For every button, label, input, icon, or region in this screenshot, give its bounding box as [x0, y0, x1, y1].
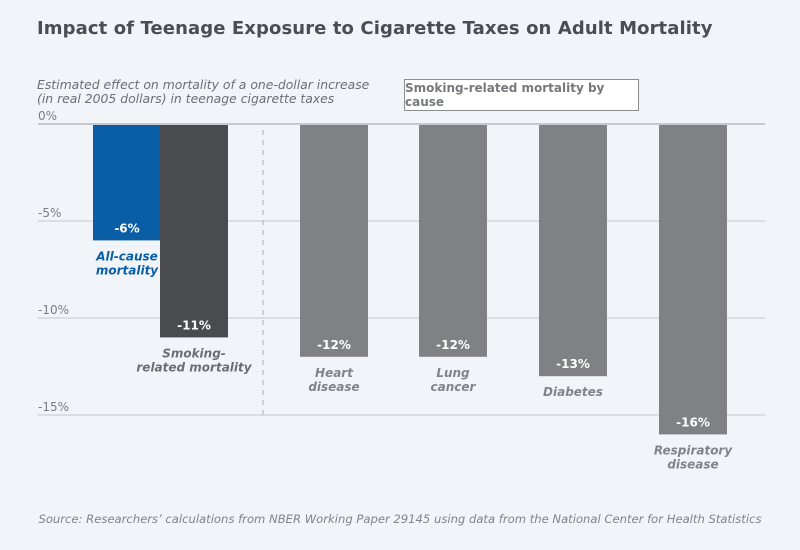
- bar: [539, 125, 607, 377]
- category-label: Lung: [436, 366, 470, 380]
- bar: [93, 125, 161, 241]
- y-tick-label: -5%: [38, 206, 61, 220]
- bar: [300, 125, 368, 357]
- y-tick-label: -15%: [38, 400, 69, 414]
- category-label: disease: [667, 457, 718, 471]
- group-legend-box: Smoking-related mortality by cause: [404, 79, 639, 111]
- category-label: disease: [308, 380, 359, 394]
- bar: [659, 125, 727, 435]
- y-axis-label: Estimated effect on mortality of a one-d…: [37, 78, 369, 106]
- category-label: related mortality: [136, 360, 252, 374]
- bar-value-label: -6%: [114, 221, 139, 235]
- category-label: Heart: [315, 366, 354, 380]
- bar-value-label: -12%: [317, 338, 351, 352]
- bar: [160, 125, 228, 338]
- category-label: Respiratory: [654, 443, 734, 457]
- bar: [419, 125, 487, 357]
- y-axis-label-line-2: (in real 2005 dollars) in teenage cigare…: [37, 91, 335, 106]
- bar-value-label: -13%: [556, 357, 590, 371]
- bar-value-label: -12%: [436, 338, 470, 352]
- chart-title: Impact of Teenage Exposure to Cigarette …: [37, 18, 713, 39]
- y-tick-label: 0%: [38, 109, 57, 123]
- bar-value-label: -16%: [676, 415, 710, 429]
- category-label: Diabetes: [543, 385, 603, 399]
- y-axis-label-line-1: Estimated effect on mortality of a one-d…: [37, 77, 370, 92]
- category-label: All-cause: [95, 249, 158, 263]
- category-label: cancer: [431, 380, 477, 394]
- source-note: Source: Researchers’ calculations from N…: [38, 512, 762, 526]
- category-label: mortality: [96, 263, 159, 277]
- bar-value-label: -11%: [177, 318, 211, 332]
- category-label: Smoking-: [162, 346, 226, 360]
- y-tick-label: -10%: [38, 303, 69, 317]
